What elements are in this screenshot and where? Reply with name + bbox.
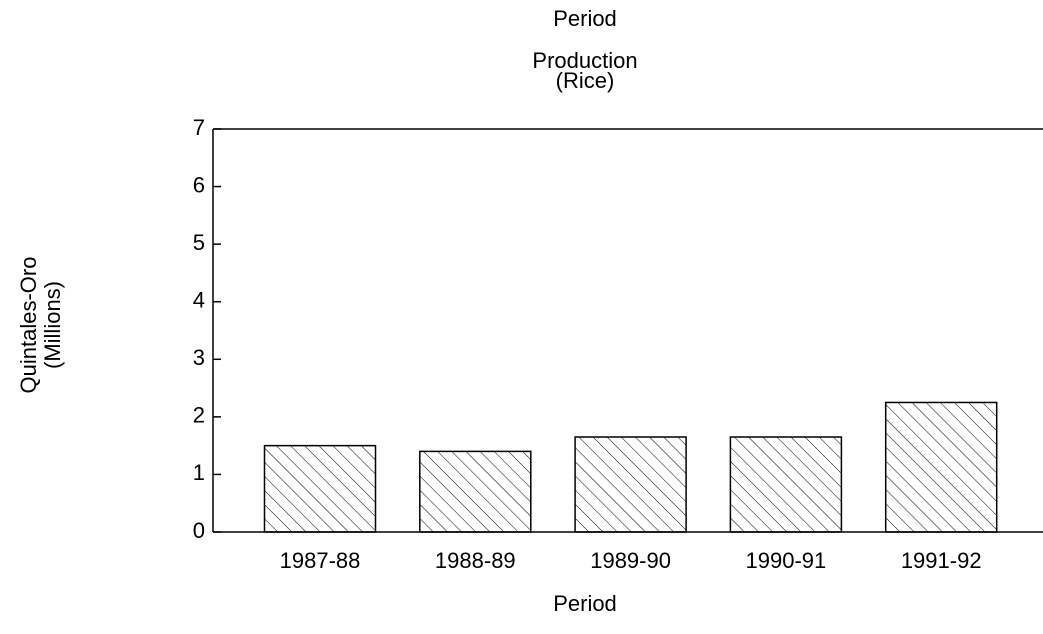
chart-header: Period	[553, 6, 617, 31]
x-axis-label: Period	[553, 591, 617, 616]
y-tick-label: 6	[193, 172, 205, 197]
bar	[419, 450, 532, 533]
y-tick-label: 3	[193, 345, 205, 370]
y-tick-label: 1	[193, 460, 205, 485]
y-tick-label: 0	[193, 518, 205, 543]
chart-subtitle: (Rice)	[556, 68, 615, 93]
bar	[263, 444, 377, 533]
chart-title: Production	[532, 48, 637, 73]
y-axis-label: Quintales-Oro (Millions)	[16, 257, 65, 394]
x-tick-label: 1991-92	[901, 548, 982, 573]
y-tick-label: 7	[193, 115, 205, 140]
bar	[574, 436, 687, 533]
y-tick-label: 5	[193, 230, 205, 255]
x-tick-label: 1990-91	[746, 548, 827, 573]
bar	[884, 401, 998, 533]
y-tick-label: 2	[193, 403, 205, 428]
y-label-line: (Millions)	[40, 281, 65, 369]
bar	[729, 436, 843, 533]
y-label-line: Quintales-Oro	[16, 257, 41, 394]
y-tick-label: 4	[193, 288, 205, 313]
x-tick-label: 1989-90	[590, 548, 671, 573]
x-tick-label: 1987-88	[280, 548, 361, 573]
x-tick-label: 1988-89	[435, 548, 516, 573]
